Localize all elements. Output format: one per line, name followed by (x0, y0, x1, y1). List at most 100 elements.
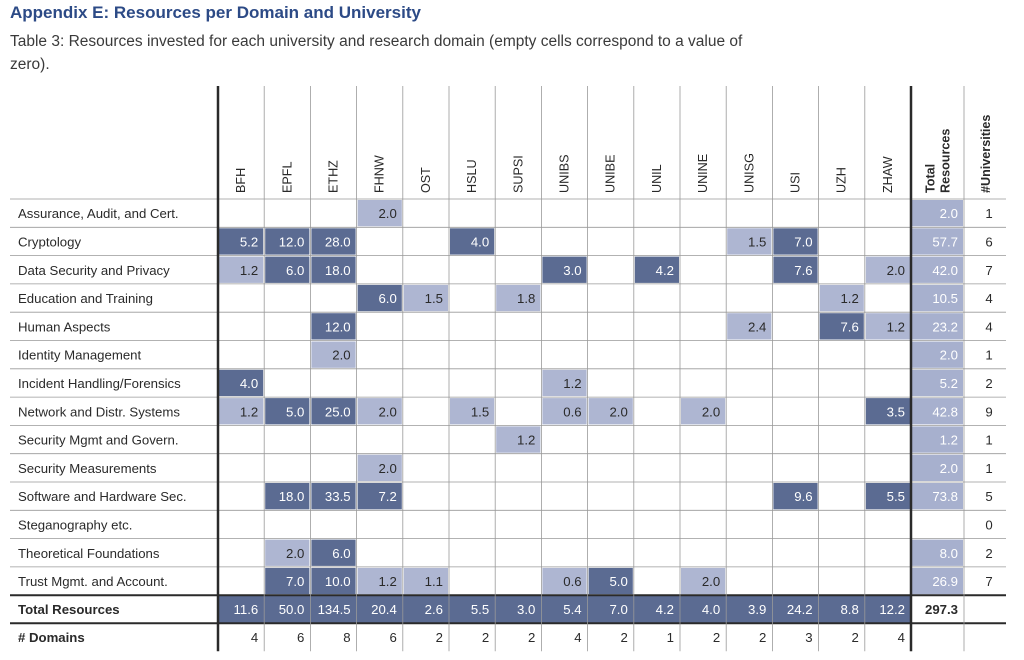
value-cell (357, 284, 402, 312)
total-cell (912, 369, 963, 397)
cell-value: 1.2 (887, 319, 905, 334)
domain-count-value: 4 (574, 630, 581, 645)
value-cell (542, 567, 587, 595)
value-cell (773, 256, 818, 283)
cell-value: 2.4 (748, 319, 766, 334)
row-label: Steganography etc. (18, 517, 132, 532)
cell-value: 1.5 (425, 291, 443, 306)
row-total-value: 73.8 (932, 489, 958, 504)
cell-value: 3.0 (563, 263, 581, 278)
column-header-unil: UNIL (650, 164, 664, 193)
value-cell (681, 567, 726, 595)
cell-value: 2.0 (378, 461, 396, 476)
column-header-fhnw: FHNW (373, 155, 387, 193)
row-total-value: 26.9 (932, 574, 958, 589)
cell-value: 2.0 (332, 348, 350, 363)
grand-total-value: 297.3 (925, 602, 958, 617)
row-university-count: 2 (985, 546, 992, 561)
cell-value: 4.2 (656, 263, 674, 278)
cell-value: 2.0 (609, 404, 627, 419)
value-cell (865, 483, 910, 510)
cell-value: 1.2 (240, 263, 258, 278)
value-cell (403, 567, 448, 595)
value-cell (865, 256, 910, 283)
value-cell (265, 256, 310, 283)
row-label: Security Measurements (18, 461, 157, 476)
value-cell (542, 256, 587, 283)
cell-value: 18.0 (279, 489, 305, 504)
total-cell (912, 284, 963, 312)
cell-value: 4.0 (240, 376, 258, 391)
domain-count-value: 2 (436, 630, 443, 645)
value-cell (219, 228, 264, 255)
column-total-value: 50.0 (279, 602, 305, 617)
column-header-hslu: HSLU (465, 159, 479, 193)
row-total-value: 2.0 (940, 206, 958, 221)
column-total-value: 134.5 (318, 602, 351, 617)
value-cell (634, 256, 679, 283)
cell-value: 6.0 (286, 263, 304, 278)
table-caption: Table 3: Resources invested for each uni… (10, 33, 743, 73)
value-cell (311, 567, 356, 595)
value-cell (450, 398, 495, 425)
domain-count-value: 4 (251, 630, 258, 645)
row-total-value: 2.0 (940, 461, 958, 476)
domain-count-value: 2 (482, 630, 489, 645)
row-total-value: 5.2 (940, 376, 958, 391)
row-label: Theoretical Foundations (18, 546, 160, 561)
column-header-total-line2: Resources (939, 129, 953, 193)
row-university-count: 1 (985, 206, 992, 221)
row-university-count: 1 (985, 348, 992, 363)
domain-count-value: 6 (389, 630, 396, 645)
column-header-total-line1: Total (924, 164, 938, 193)
column-total-value: 24.2 (787, 602, 813, 617)
row-label: Cryptology (18, 234, 81, 249)
cell-value: 5.5 (887, 489, 905, 504)
cell-value: 1.1 (425, 574, 443, 589)
totals-row-band (218, 595, 911, 624)
column-total-value: 11.6 (234, 602, 259, 617)
row-total-value: 57.7 (932, 234, 958, 249)
row-university-count: 7 (985, 263, 992, 278)
column-total-value: 4.0 (702, 602, 720, 617)
column-header-unibe: UNIBE (604, 155, 618, 194)
column-header-unibs: UNIBS (558, 155, 572, 194)
value-cell (265, 567, 310, 595)
row-label: Data Security and Privacy (18, 263, 170, 278)
cell-value: 12.0 (325, 319, 351, 334)
row-university-count: 6 (985, 234, 992, 249)
cell-value: 28.0 (325, 234, 351, 249)
cell-value: 1.8 (517, 291, 535, 306)
column-total-value: 8.8 (840, 602, 858, 617)
value-cell (727, 313, 772, 340)
row-total-value: 42.8 (932, 404, 958, 419)
cell-value: 1.2 (517, 433, 535, 448)
row-label: Incident Handling/Forensics (18, 376, 181, 391)
domain-count-value: 2 (713, 630, 720, 645)
column-total-value: 2.6 (425, 602, 443, 617)
value-cell (773, 483, 818, 510)
cell-value: 2.0 (702, 574, 720, 589)
column-header-unine: UNINE (696, 154, 710, 193)
value-cell (819, 313, 864, 340)
page-heading: Appendix E: Resources per Domain and Uni… (10, 3, 421, 22)
cell-value: 1.2 (240, 404, 258, 419)
domain-count-value: 1 (667, 630, 674, 645)
value-cell (865, 398, 910, 425)
row-label: Human Aspects (18, 319, 111, 334)
total-cell (912, 200, 963, 227)
column-total-value: 3.0 (517, 602, 535, 617)
value-cell (219, 398, 264, 425)
value-cell (819, 284, 864, 312)
value-cell (357, 454, 402, 481)
total-cell (912, 398, 963, 425)
domain-count-value: 6 (297, 630, 304, 645)
cell-value: 7.2 (378, 489, 396, 504)
value-cell (311, 398, 356, 425)
column-header-ost: OST (419, 167, 433, 193)
row-label: Security Mgmt and Govern. (18, 433, 179, 448)
value-cell (311, 483, 356, 510)
cell-value: 7.0 (286, 574, 304, 589)
cell-value: 7.6 (840, 319, 858, 334)
